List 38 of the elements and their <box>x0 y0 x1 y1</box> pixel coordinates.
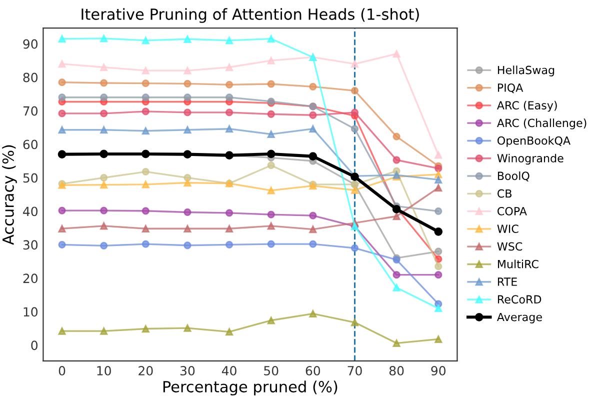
y-tick-label: 70 <box>23 106 38 116</box>
y-tick-label: 90 <box>23 39 38 49</box>
x-tick-label: 80 <box>389 366 404 376</box>
y-axis-title: Accuracy (%) <box>2 145 17 245</box>
chart-title: Iterative Pruning of Attention Heads (1-shot) <box>82 8 419 23</box>
legend-label: RTE <box>498 278 517 286</box>
legend-label: ReCoRD <box>498 295 542 304</box>
y-tick-label: 20 <box>23 274 38 284</box>
x-tick-label: 60 <box>306 366 320 376</box>
x-tick-label: 0 <box>58 366 66 376</box>
y-tick-label: 60 <box>23 140 38 150</box>
legend-label: CB <box>498 189 512 198</box>
legend-label: Winogrande <box>497 154 564 165</box>
x-tick-label: 40 <box>222 366 236 376</box>
y-tick-label: 30 <box>23 240 38 250</box>
legend-label: ARC (Easy) <box>496 100 557 112</box>
legend-label: PIQA <box>498 83 524 94</box>
x-tick-label: 20 <box>138 366 153 376</box>
x-tick-label: 90 <box>431 366 446 376</box>
legend-label: BoolQ <box>498 171 530 182</box>
y-tick-label: 50 <box>23 173 38 183</box>
legend-label: MultiRC <box>498 260 538 268</box>
x-tick-label: 10 <box>97 366 111 376</box>
x-axis-title: Percentage pruned (%) <box>163 380 338 396</box>
legend-label: Average <box>496 312 542 324</box>
x-tick-label: 50 <box>264 366 278 376</box>
y-tick-label: 10 <box>24 307 38 317</box>
y-tick-label: 80 <box>23 72 38 82</box>
legend-label: OpenBookQA <box>498 136 570 147</box>
legend-label: WSC <box>497 242 522 251</box>
y-tick-label: 0 <box>31 340 38 350</box>
legend-label: ARC (Challenge) <box>496 118 586 130</box>
x-tick-label: 70 <box>348 366 362 376</box>
x-tick-label: 30 <box>180 366 195 376</box>
legend-label: COPA <box>498 206 527 216</box>
y-tick-label: 40 <box>23 206 38 216</box>
legend-label: WIC <box>497 224 518 233</box>
legend-label: HellaSwag <box>498 66 554 76</box>
